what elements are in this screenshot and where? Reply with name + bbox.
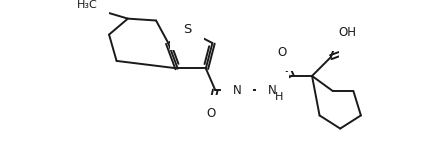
Text: H: H <box>237 78 246 88</box>
Text: N: N <box>233 84 241 97</box>
Text: S: S <box>183 23 191 36</box>
Text: H₃C: H₃C <box>77 0 98 10</box>
Text: H: H <box>275 92 283 102</box>
Text: OH: OH <box>339 26 357 39</box>
Text: N: N <box>268 84 277 97</box>
Text: O: O <box>277 46 286 59</box>
Text: O: O <box>207 107 216 120</box>
Text: O: O <box>351 38 360 51</box>
